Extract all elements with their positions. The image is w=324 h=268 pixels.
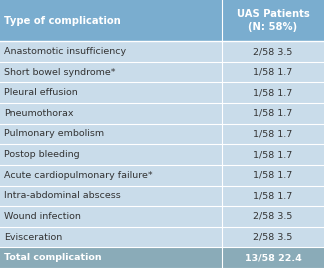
Text: Total complication: Total complication <box>4 253 101 262</box>
Text: 2/58 3.5: 2/58 3.5 <box>253 233 293 241</box>
Bar <box>0 62 324 83</box>
Text: Anastomotic insufficiency: Anastomotic insufficiency <box>4 47 126 56</box>
Bar <box>0 185 324 206</box>
Text: Evisceration: Evisceration <box>4 233 62 241</box>
Text: 1/58 1.7: 1/58 1.7 <box>253 171 293 180</box>
Text: Acute cardiopulmonary failure*: Acute cardiopulmonary failure* <box>4 171 153 180</box>
Text: 1/58 1.7: 1/58 1.7 <box>253 109 293 118</box>
Text: Postop bleeding: Postop bleeding <box>4 150 79 159</box>
Text: 1/58 1.7: 1/58 1.7 <box>253 191 293 200</box>
Bar <box>0 206 324 227</box>
Text: Type of complication: Type of complication <box>4 16 121 26</box>
Text: UAS Patients
(N: 58%): UAS Patients (N: 58%) <box>237 9 309 32</box>
Text: 2/58 3.5: 2/58 3.5 <box>253 212 293 221</box>
Bar <box>0 0 324 41</box>
Text: 13/58 22.4: 13/58 22.4 <box>245 253 301 262</box>
Bar <box>0 124 324 144</box>
Text: Intra-abdominal abscess: Intra-abdominal abscess <box>4 191 121 200</box>
Bar <box>0 247 324 268</box>
Text: Pneumothorax: Pneumothorax <box>4 109 74 118</box>
Bar <box>0 144 324 165</box>
Text: 1/58 1.7: 1/58 1.7 <box>253 68 293 77</box>
Bar <box>0 83 324 103</box>
Text: Wound infection: Wound infection <box>4 212 81 221</box>
Text: Short bowel syndrome*: Short bowel syndrome* <box>4 68 115 77</box>
Bar <box>0 227 324 247</box>
Text: 1/58 1.7: 1/58 1.7 <box>253 150 293 159</box>
Text: Pleural effusion: Pleural effusion <box>4 88 78 97</box>
Text: 2/58 3.5: 2/58 3.5 <box>253 47 293 56</box>
Bar <box>0 41 324 62</box>
Bar <box>0 165 324 185</box>
Text: 1/58 1.7: 1/58 1.7 <box>253 88 293 97</box>
Text: Pulmonary embolism: Pulmonary embolism <box>4 129 104 139</box>
Bar <box>0 103 324 124</box>
Text: 1/58 1.7: 1/58 1.7 <box>253 129 293 139</box>
